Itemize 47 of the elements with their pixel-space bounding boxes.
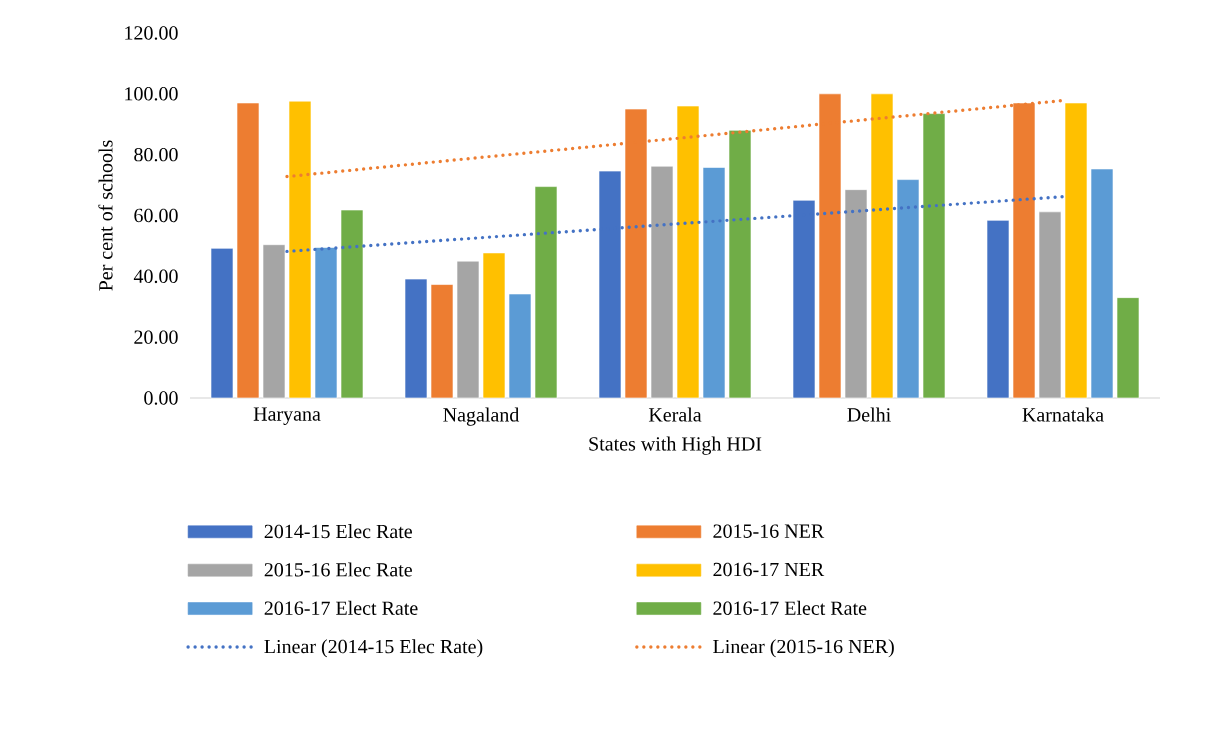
x-tick-label: Nagaland	[443, 407, 520, 426]
bar	[314, 247, 338, 399]
bar	[702, 167, 726, 399]
bar	[1090, 168, 1114, 399]
bar	[650, 165, 674, 399]
bar	[922, 113, 946, 399]
y-tick-label: 0.00	[144, 391, 178, 405]
bar	[340, 209, 364, 399]
legend-label: Linear (2014-15 Elec Rate)	[264, 639, 483, 658]
bar	[844, 189, 868, 399]
legend-label: 2016-17 Elect Rate	[713, 600, 867, 615]
bar	[870, 93, 894, 399]
legend-label: 2014-15 Elec Rate	[264, 524, 412, 539]
bar	[430, 284, 454, 399]
y-tick-label: 60.00	[134, 208, 178, 223]
bar	[262, 244, 286, 399]
y-tick-label: 120.00	[125, 26, 178, 40]
bar	[986, 220, 1010, 399]
y-tick-label: 20.00	[134, 330, 178, 344]
y-axis-title: Per cent of schools	[98, 140, 113, 291]
x-tick-label: Karnataka	[1022, 407, 1104, 422]
bar	[676, 105, 700, 399]
bar	[456, 260, 480, 399]
legend-label: 2015-16 Elec Rate	[264, 562, 412, 577]
bar	[1064, 102, 1088, 399]
legend-label: Linear (2015-16 NER)	[713, 639, 894, 658]
y-tick-label: 40.00	[133, 269, 178, 284]
bar	[210, 248, 234, 399]
bar	[1116, 297, 1140, 399]
x-tick-label: Delhi	[847, 407, 891, 422]
bar	[482, 252, 506, 399]
bar	[728, 130, 752, 399]
bar	[508, 293, 532, 399]
legend-label: 2016-17 NER	[713, 562, 825, 577]
bar	[288, 100, 312, 399]
legend-label: 2015-16 NER	[713, 524, 825, 538]
x-axis-title: States with High HDI	[589, 436, 762, 455]
legend-label: 2016-17 Elect Rate	[264, 600, 418, 615]
bar	[1038, 211, 1062, 399]
bar	[534, 186, 558, 399]
x-tick-label: Kerala	[648, 407, 702, 422]
bar	[404, 278, 428, 399]
y-tick-label: 80.00	[134, 147, 178, 162]
x-tick-label: Haryana	[253, 407, 321, 425]
bar	[236, 102, 260, 399]
bar	[896, 179, 920, 399]
y-tick-label: 100.00	[125, 87, 178, 101]
